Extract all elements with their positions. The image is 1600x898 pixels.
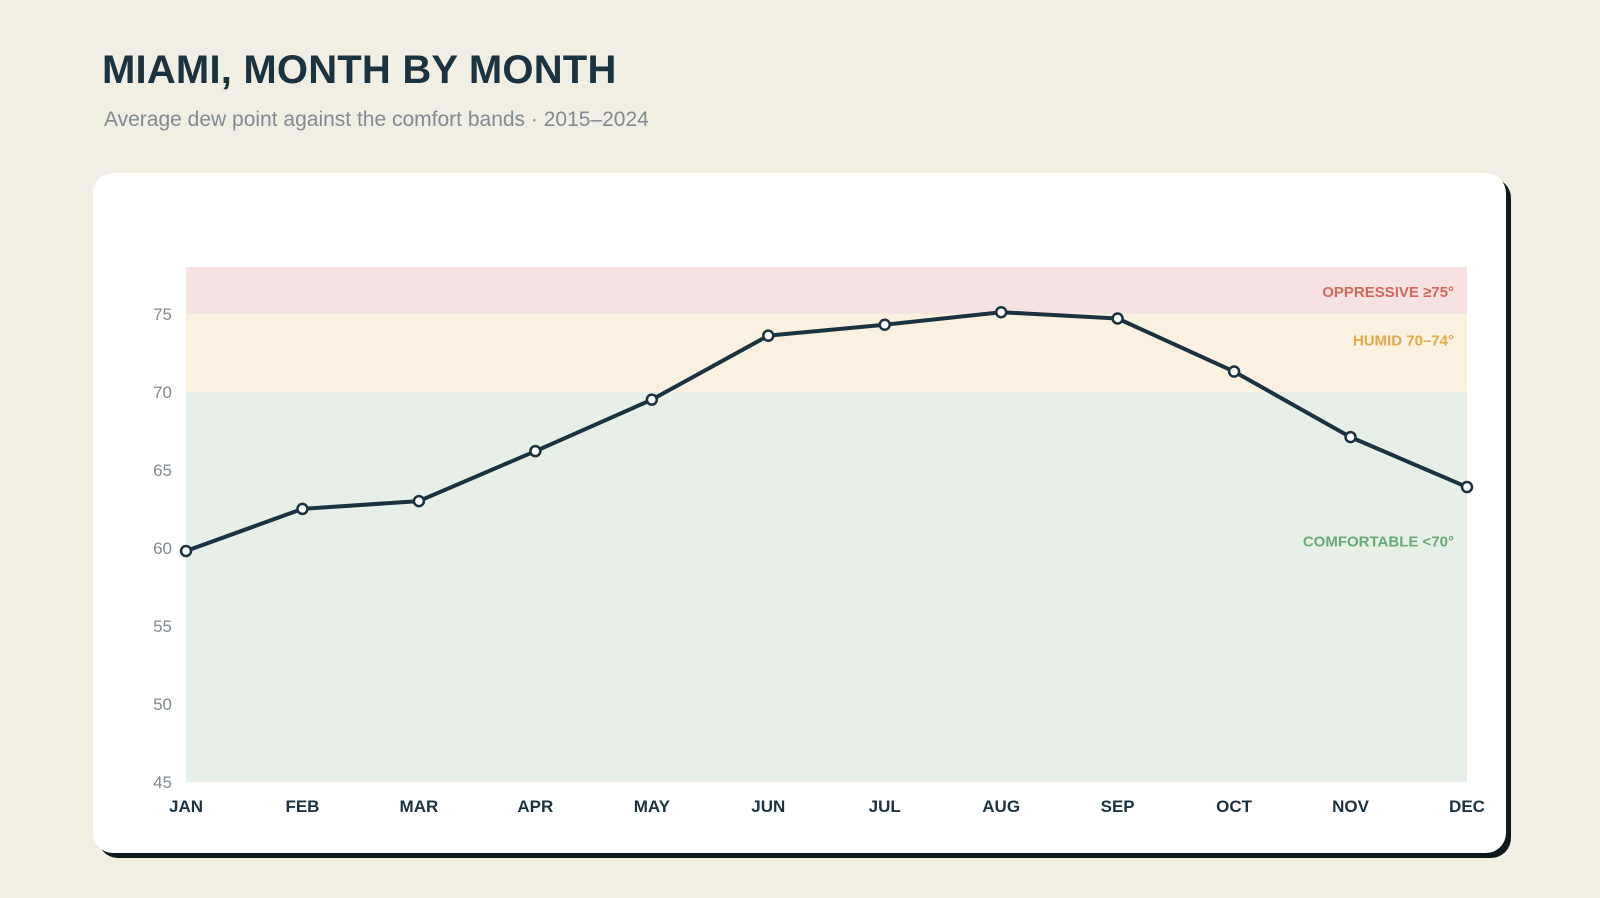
data-point	[762, 329, 775, 342]
comfort-band	[186, 391, 1467, 782]
x-tick-label: AUG	[982, 797, 1020, 816]
data-point	[529, 444, 542, 458]
x-tick-label: OCT	[1216, 797, 1253, 816]
comfort-band	[186, 313, 1467, 392]
data-point	[412, 494, 426, 508]
band-label: HUMID 70–74°	[1353, 332, 1454, 349]
x-tick-label: SEP	[1101, 797, 1135, 816]
y-tick-label: 50	[153, 695, 172, 714]
x-tick-label: DEC	[1449, 797, 1485, 816]
x-tick-label: JAN	[169, 797, 203, 816]
y-tick-label: 55	[153, 617, 172, 636]
chart-subtitle: Average dew point against the comfort ba…	[104, 108, 649, 131]
data-point	[296, 502, 309, 516]
data-point	[878, 318, 891, 331]
x-tick-label: JUL	[869, 797, 901, 816]
y-tick-label: 60	[153, 539, 172, 558]
y-tick-label: 45	[153, 773, 172, 792]
y-tick-label: 65	[153, 461, 172, 480]
data-point	[645, 393, 659, 406]
band-label: COMFORTABLE <70°	[1303, 534, 1454, 551]
data-point	[179, 544, 193, 558]
data-point	[1460, 480, 1474, 494]
data-point	[1111, 312, 1124, 325]
x-tick-label: JUN	[751, 797, 785, 816]
band-label: OPPRESSIVE ≥75°	[1322, 284, 1454, 301]
data-point	[1344, 430, 1357, 444]
x-tick-label: FEB	[285, 797, 319, 816]
x-tick-label: MAR	[400, 797, 439, 816]
data-point	[1227, 365, 1241, 378]
data-point	[994, 306, 1008, 319]
x-tick-label: NOV	[1332, 797, 1370, 816]
dew-point-line-chart: COMFORTABLE <70° HUMID 70–74° OPPRESSIVE ≥…	[153, 267, 1485, 816]
y-tick-label: 70	[153, 383, 172, 402]
comfort-band	[186, 267, 1467, 314]
x-tick-label: MAY	[634, 797, 671, 816]
x-tick-label: APR	[517, 797, 553, 816]
series-line	[184, 310, 1469, 554]
chart-title: MIAMI, MONTH BY MONTH	[102, 48, 617, 92]
chart-card: COMFORTABLE <70° HUMID 70–74° OPPRESSIVE ≥…	[93, 173, 1506, 853]
y-tick-label: 75	[153, 305, 172, 324]
